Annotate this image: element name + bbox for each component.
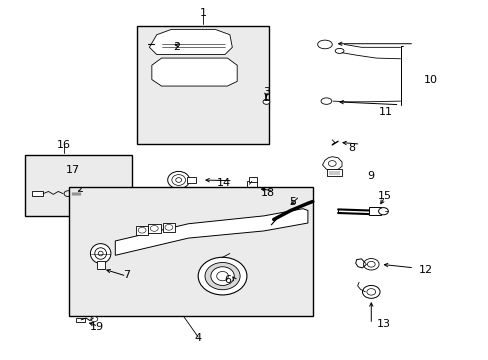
- Text: 6: 6: [224, 275, 230, 285]
- Bar: [76, 318, 85, 322]
- Bar: [327, 169, 341, 176]
- Text: 4: 4: [194, 333, 202, 343]
- Ellipse shape: [171, 175, 185, 185]
- Ellipse shape: [334, 48, 343, 53]
- Circle shape: [366, 261, 374, 267]
- Text: 17: 17: [66, 165, 80, 175]
- Circle shape: [363, 258, 378, 270]
- Text: 2: 2: [172, 42, 180, 52]
- Text: 7: 7: [122, 270, 130, 280]
- Bar: [137, 26, 268, 144]
- Ellipse shape: [95, 248, 106, 259]
- Ellipse shape: [204, 262, 240, 290]
- Circle shape: [138, 227, 146, 233]
- Text: 19: 19: [90, 322, 104, 332]
- Text: 18: 18: [260, 188, 274, 198]
- Bar: [248, 177, 256, 182]
- Ellipse shape: [71, 191, 81, 196]
- Bar: [97, 261, 105, 269]
- Ellipse shape: [210, 267, 234, 285]
- Circle shape: [164, 225, 172, 230]
- Text: 13: 13: [376, 319, 390, 329]
- Circle shape: [362, 285, 379, 298]
- Circle shape: [150, 226, 158, 231]
- Bar: [136, 226, 148, 234]
- Ellipse shape: [167, 171, 189, 189]
- Text: 12: 12: [418, 265, 432, 275]
- Text: 8: 8: [347, 143, 355, 153]
- Polygon shape: [149, 30, 232, 54]
- Ellipse shape: [216, 271, 228, 281]
- Polygon shape: [152, 58, 237, 86]
- Text: 16: 16: [57, 140, 71, 150]
- Circle shape: [378, 208, 387, 215]
- Bar: [32, 191, 43, 196]
- Bar: [368, 207, 380, 215]
- Bar: [69, 187, 312, 316]
- Bar: [25, 155, 132, 216]
- Ellipse shape: [198, 257, 246, 295]
- Ellipse shape: [321, 98, 331, 104]
- Circle shape: [328, 161, 335, 166]
- Text: 11: 11: [378, 107, 392, 117]
- Ellipse shape: [175, 178, 181, 182]
- Bar: [148, 224, 160, 233]
- Ellipse shape: [90, 244, 111, 264]
- Text: 9: 9: [367, 171, 374, 181]
- Circle shape: [366, 289, 375, 295]
- Bar: [162, 223, 175, 231]
- Text: 10: 10: [423, 75, 437, 85]
- Bar: [186, 177, 195, 183]
- Ellipse shape: [317, 40, 331, 49]
- Circle shape: [91, 317, 98, 321]
- Text: 5: 5: [288, 197, 295, 207]
- Ellipse shape: [98, 251, 103, 256]
- Polygon shape: [115, 209, 307, 255]
- Text: 14: 14: [217, 178, 231, 188]
- Polygon shape: [322, 157, 341, 170]
- Text: 1: 1: [199, 8, 206, 18]
- Bar: [246, 181, 256, 187]
- Text: 15: 15: [377, 191, 391, 201]
- Circle shape: [263, 99, 269, 104]
- Text: 3: 3: [263, 87, 269, 97]
